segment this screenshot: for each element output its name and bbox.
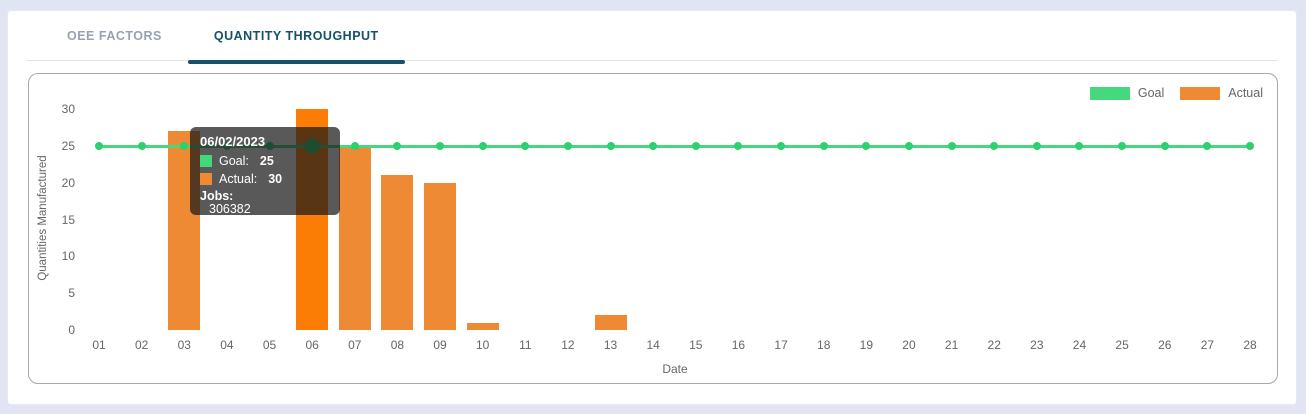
tooltip-goal-value: 25	[259, 154, 274, 168]
chart-tooltip: 06/02/2023 Goal: 25 Actual: 30 Jobs: 30638…	[190, 127, 340, 216]
goal-point-23[interactable]	[1032, 142, 1041, 150]
x-tick-16: 16	[731, 338, 746, 352]
y-tick-5: 5	[68, 286, 75, 301]
x-tick-15: 15	[689, 338, 703, 352]
goal-point-16[interactable]	[734, 142, 743, 150]
bar-actual-08[interactable]	[381, 175, 414, 330]
legend-swatch-actual-icon	[1180, 86, 1221, 100]
legend-item-goal[interactable]: Goal	[1089, 86, 1165, 100]
bar-actual-09[interactable]	[424, 182, 457, 330]
x-tick-02: 02	[134, 338, 149, 352]
x-tick-08: 08	[390, 338, 405, 352]
x-tick-23: 23	[1030, 338, 1044, 352]
tooltip-actual-row: Actual: 30	[200, 172, 330, 186]
x-tick-04: 04	[220, 338, 234, 352]
tooltip-date: 06/02/2023	[200, 134, 266, 149]
x-tick-18: 18	[817, 338, 831, 352]
tooltip-actual-value: 30	[268, 172, 283, 186]
x-tick-13: 13	[603, 338, 618, 352]
x-tick-20: 20	[902, 338, 916, 352]
x-tick-17: 17	[774, 338, 788, 352]
bar-actual-07[interactable]	[338, 145, 371, 330]
x-axis-title: Date	[662, 362, 688, 376]
tooltip-goal-row: Goal: 25	[200, 154, 330, 168]
legend-label-actual: Actual	[1228, 86, 1263, 100]
legend-swatch-goal-icon	[1089, 86, 1130, 100]
x-tick-27: 27	[1200, 338, 1215, 352]
x-tick-01: 01	[92, 338, 106, 352]
legend-item-actual[interactable]: Actual	[1180, 86, 1263, 100]
goal-point-17[interactable]	[777, 142, 786, 150]
goal-point-10[interactable]	[478, 142, 487, 150]
x-tick-10: 10	[475, 338, 490, 352]
bar-actual-10[interactable]	[466, 322, 499, 330]
x-tick-09: 09	[433, 338, 447, 352]
y-tick-10: 10	[61, 249, 75, 264]
goal-point-25[interactable]	[1118, 142, 1127, 150]
goal-point-20[interactable]	[904, 142, 913, 150]
tab-bar: OEE FACTORS QUANTITY THROUGHPUT	[8, 11, 1296, 64]
goal-point-18[interactable]	[819, 142, 828, 150]
tooltip-jobs-value: 306382	[209, 202, 251, 216]
x-tick-26: 26	[1158, 338, 1172, 352]
tooltip-jobs-label: Jobs:	[200, 189, 234, 203]
goal-point-13[interactable]	[606, 142, 615, 150]
x-tick-14: 14	[646, 338, 660, 352]
x-tick-07: 07	[348, 338, 362, 352]
y-tick-25: 25	[61, 138, 75, 153]
goal-point-26[interactable]	[1160, 142, 1169, 150]
legend-label-goal: Goal	[1137, 86, 1165, 100]
y-tick-0: 0	[68, 323, 75, 337]
y-tick-20: 20	[61, 175, 75, 190]
goal-point-28[interactable]	[1246, 142, 1254, 150]
actual-swatch-icon	[200, 173, 212, 185]
x-tick-11: 11	[519, 338, 532, 352]
tooltip-goal-label: Goal:	[219, 154, 249, 168]
x-tick-19: 19	[859, 338, 873, 352]
chart-legend: Goal Actual	[1089, 86, 1263, 100]
goal-point-01[interactable]	[95, 142, 103, 150]
y-tick-30: 30	[61, 102, 75, 116]
tab-oee-factors[interactable]: OEE FACTORS	[67, 29, 162, 43]
goal-point-02[interactable]	[137, 142, 146, 150]
goal-point-12[interactable]	[563, 142, 572, 150]
goal-point-27[interactable]	[1203, 142, 1212, 150]
goal-point-11[interactable]	[521, 142, 530, 150]
goal-point-24[interactable]	[1075, 142, 1084, 150]
bar-actual-13[interactable]	[594, 315, 627, 330]
goal-point-08[interactable]	[393, 142, 402, 150]
tooltip-actual-label: Actual:	[219, 172, 258, 186]
goal-point-15[interactable]	[691, 142, 700, 150]
tab-divider	[26, 60, 1278, 61]
y-tick-15: 15	[61, 212, 75, 227]
x-tick-03: 03	[177, 338, 191, 352]
x-tick-28: 28	[1243, 338, 1257, 352]
x-tick-22: 22	[987, 338, 1001, 352]
goal-point-19[interactable]	[862, 142, 871, 150]
chart-panel: Goal Actual Quantities Manufactured Date …	[28, 73, 1278, 384]
goal-point-09[interactable]	[436, 142, 445, 150]
goal-point-22[interactable]	[990, 142, 999, 150]
x-tick-24: 24	[1072, 338, 1087, 352]
goal-point-14[interactable]	[649, 142, 658, 150]
x-tick-12: 12	[561, 338, 575, 352]
goal-line[interactable]	[99, 144, 1250, 148]
throughput-card: OEE FACTORS QUANTITY THROUGHPUT Goal Actu…	[7, 10, 1297, 405]
goal-point-21[interactable]	[947, 142, 956, 150]
x-tick-06: 06	[305, 338, 319, 352]
x-tick-05: 05	[262, 338, 277, 352]
goal-point-07[interactable]	[350, 142, 359, 150]
x-tick-25: 25	[1115, 338, 1129, 352]
x-tick-21: 21	[944, 338, 959, 352]
goal-swatch-icon	[200, 155, 212, 167]
tab-quantity-throughput[interactable]: QUANTITY THROUGHPUT	[187, 11, 405, 64]
goal-point-03[interactable]	[180, 142, 189, 150]
